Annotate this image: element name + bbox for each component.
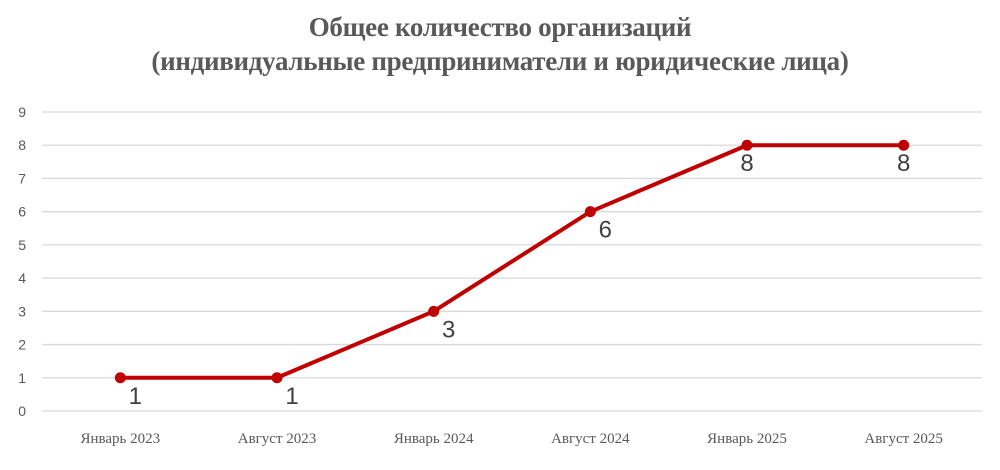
y-tick-label: 5	[18, 237, 26, 253]
data-point-marker	[114, 372, 126, 384]
x-tick-label: Август 2023	[238, 431, 317, 447]
x-axis-ticks: Январь 2023 Август 2023 Январь 2024 Август …	[80, 431, 942, 447]
y-tick-label: 1	[18, 370, 26, 386]
y-tick-label: 7	[18, 170, 26, 186]
x-tick-label: Август 2024	[551, 431, 630, 447]
data-label: 3	[442, 316, 455, 343]
x-tick-label: Январь 2023	[80, 431, 160, 447]
data-point-marker	[271, 372, 283, 384]
data-label: 8	[897, 150, 910, 177]
y-tick-label: 3	[18, 303, 26, 319]
chart-title-line1: Общее количество организаций	[308, 12, 692, 42]
y-tick-label: 2	[18, 337, 26, 353]
data-point-marker	[741, 139, 753, 151]
gridlines	[42, 111, 982, 412]
data-point-marker	[584, 206, 596, 218]
chart-subtitle: (индивидуальные предприниматели и юридич…	[151, 46, 849, 76]
data-point-marker	[898, 139, 910, 151]
y-tick-label: 0	[18, 403, 26, 419]
x-tick-label: Январь 2024	[394, 431, 474, 447]
y-tick-label: 6	[18, 204, 26, 220]
y-tick-label: 9	[18, 104, 26, 120]
series-polyline	[120, 143, 904, 380]
data-label: 1	[129, 383, 142, 410]
x-tick-label: Август 2025	[864, 431, 943, 447]
data-label: 8	[740, 150, 753, 177]
y-tick-label: 4	[18, 270, 26, 286]
chart-title: Общее количество организаций (индивидуал…	[0, 10, 1000, 78]
y-axis-ticks: 0 1 2 3 4 5 6 7 8 9	[18, 104, 26, 419]
series-line	[114, 139, 910, 384]
y-tick-label: 8	[18, 137, 26, 153]
data-label: 1	[285, 383, 298, 410]
data-label: 6	[599, 217, 612, 244]
data-point-marker	[428, 305, 440, 317]
data-labels: 1 1 3 6 8 8	[129, 150, 911, 410]
x-tick-label: Январь 2025	[707, 431, 787, 447]
